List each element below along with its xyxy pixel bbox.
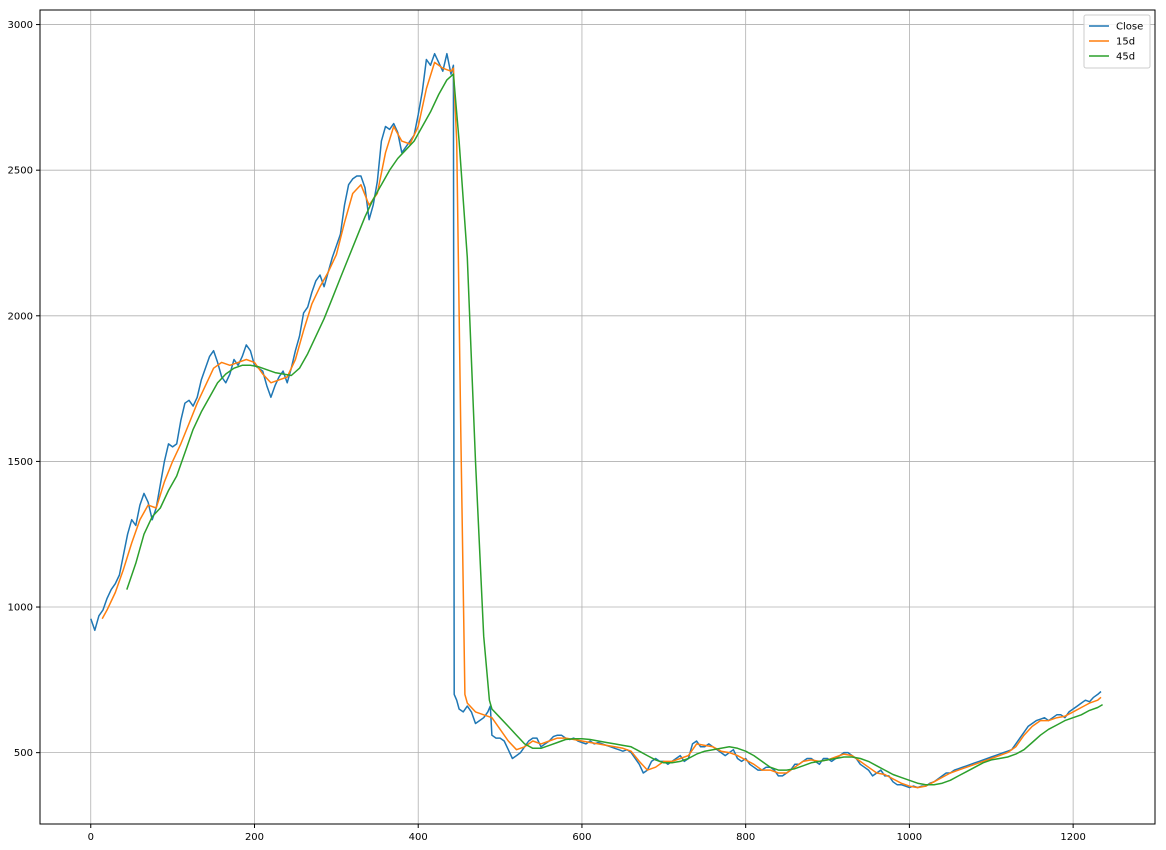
x-tick-label: 800 [736, 832, 755, 843]
x-tick-label: 600 [572, 832, 591, 843]
y-tick-label: 3000 [8, 20, 33, 31]
series-group [90, 52, 1103, 789]
legend-label: Close [1116, 22, 1143, 33]
x-tick-label: 400 [409, 832, 428, 843]
x-tick-label: 0 [88, 832, 94, 843]
series-line-15d [101, 61, 1102, 789]
x-axis: 0 200 400 600 800 1000 1200 [88, 824, 1086, 843]
x-tick-label: 1200 [1060, 832, 1085, 843]
y-tick-label: 1500 [8, 457, 33, 468]
legend-label: 45d [1116, 52, 1135, 63]
legend-label: 15d [1116, 37, 1135, 48]
plot-frame [39, 9, 1156, 825]
series-line-45d [126, 73, 1103, 786]
x-tick-label: 1000 [897, 832, 922, 843]
y-tick-label: 1000 [8, 603, 33, 614]
legend-box [1083, 14, 1151, 69]
grid [40, 10, 1155, 824]
y-tick-label: 2000 [8, 311, 33, 322]
x-tick-label: 200 [245, 832, 264, 843]
y-tick-label: 500 [14, 748, 33, 759]
y-tick-label: 2500 [8, 166, 33, 177]
y-axis: 500 1000 1500 2000 2500 3000 [8, 20, 40, 759]
legend: Close 15d 45d [1083, 14, 1151, 69]
